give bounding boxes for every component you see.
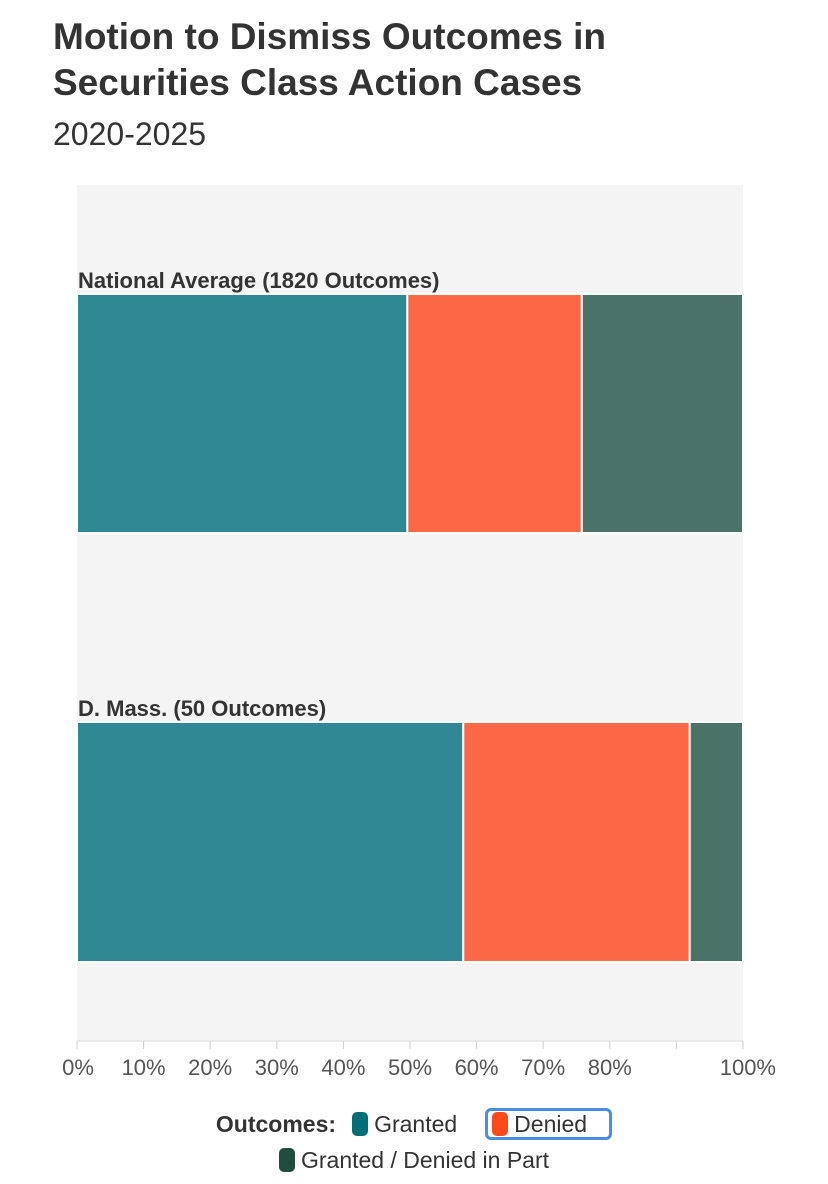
category-label: National Average (1820 Outcomes)	[78, 268, 440, 293]
chart-subtitle: 2020-2025	[53, 116, 207, 152]
x-tick-label: 30%	[255, 1055, 299, 1080]
bar-segment	[580, 293, 744, 534]
bar-segment	[76, 721, 465, 963]
legend-swatch-denied	[492, 1112, 509, 1136]
bar-segment	[406, 293, 583, 534]
legend-item-granted[interactable]: Granted	[348, 1111, 461, 1138]
category-label: D. Mass. (50 Outcomes)	[78, 696, 326, 721]
legend: Outcomes: Granted Denied Granted / Denie…	[0, 1106, 828, 1178]
x-tick-label: 50%	[388, 1055, 432, 1080]
bar-segment	[76, 293, 409, 534]
legend-swatch-granted-denied-in-part	[278, 1148, 295, 1172]
x-tick-label: 80%	[588, 1055, 632, 1080]
legend-row-1: Outcomes: Granted Denied	[0, 1106, 828, 1142]
bar-segment	[462, 721, 691, 963]
legend-swatch-granted	[352, 1112, 369, 1136]
legend-title: Outcomes:	[215, 1110, 337, 1137]
legend-label-denied: Denied	[514, 1110, 588, 1137]
x-tick-label: 60%	[455, 1055, 499, 1080]
legend-item-denied[interactable]: Denied	[485, 1108, 613, 1140]
chart: National Average (1820 Outcomes) D. Mass.…	[62, 185, 776, 1080]
x-tick-label: 0%	[62, 1055, 94, 1080]
legend-row-2: Granted / Denied in Part	[0, 1142, 828, 1178]
legend-item-granted-denied-in-part[interactable]: Granted / Denied in Part	[275, 1147, 553, 1174]
x-tick-label: 10%	[122, 1055, 166, 1080]
bar-segment	[688, 721, 744, 963]
legend-label-granted: Granted	[374, 1110, 458, 1137]
x-tick-label: 40%	[321, 1055, 365, 1080]
x-tick-label: 70%	[521, 1055, 565, 1080]
chart-title: Motion to Dismiss Outcomes in Securities…	[53, 16, 606, 103]
x-tick-label: 100%	[720, 1055, 776, 1080]
legend-label-granted-denied-in-part: Granted / Denied in Part	[300, 1146, 550, 1173]
x-tick-label: 20%	[188, 1055, 232, 1080]
